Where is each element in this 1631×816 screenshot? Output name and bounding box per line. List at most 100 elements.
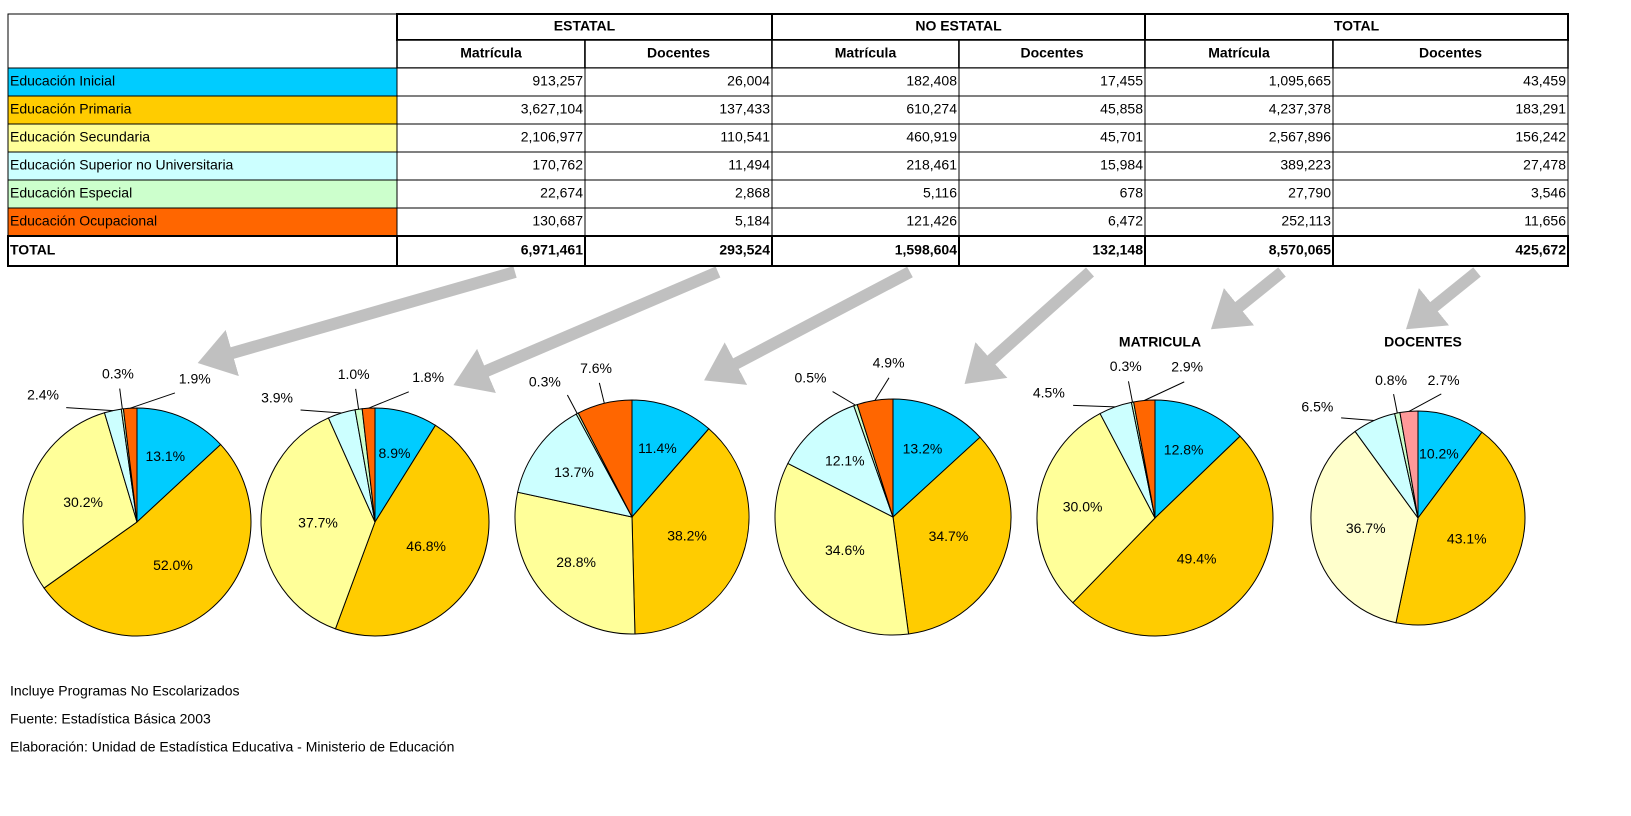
data-label: 4.5% <box>1033 385 1065 401</box>
cell <box>1332 123 1569 153</box>
cell-value: 293,524 <box>719 242 770 258</box>
note: Incluye Programas No Escolarizados <box>10 683 240 699</box>
column-header: Docentes <box>647 45 710 61</box>
cell <box>1332 235 1569 267</box>
data-label: 37.7% <box>298 515 338 531</box>
cell <box>771 95 960 125</box>
cell-value: 2,567,896 <box>1269 129 1331 145</box>
data-label: 34.6% <box>825 542 865 558</box>
leader-line <box>1341 417 1375 421</box>
pie-slice <box>517 413 633 518</box>
data-label: 0.3% <box>102 366 134 382</box>
group-header: TOTAL <box>1334 18 1380 34</box>
cell-value: 389,223 <box>1280 157 1331 173</box>
data-label: 12.1% <box>825 453 865 469</box>
cell-value: 130,687 <box>532 213 583 229</box>
cell-value: 110,541 <box>720 129 770 145</box>
cell <box>958 207 1146 237</box>
row-label: Educación Inicial <box>10 73 115 89</box>
data-label: 46.8% <box>406 538 446 554</box>
leader-line <box>1408 393 1442 412</box>
leader-line <box>300 409 342 414</box>
leader-line <box>119 388 123 410</box>
cell <box>7 179 398 209</box>
cell <box>1332 179 1569 209</box>
cell <box>1144 179 1334 209</box>
cell <box>1144 67 1334 97</box>
cell-value: 1,598,604 <box>895 242 957 258</box>
cell <box>771 235 960 267</box>
pie-slice <box>1399 410 1419 519</box>
pie-slice <box>631 399 710 519</box>
row-label: Educación Secundaria <box>10 129 150 145</box>
column-header: Matrícula <box>835 45 897 61</box>
data-label: 36.7% <box>1346 520 1386 536</box>
leader-line <box>874 377 890 401</box>
pie-slice <box>1310 430 1419 624</box>
cell-value: 132,148 <box>1092 242 1143 258</box>
arrow <box>453 266 721 393</box>
cell <box>396 67 586 97</box>
row-label: Educación Especial <box>10 185 132 201</box>
cell-value: 6,472 <box>1108 213 1143 229</box>
cell-value: 15,984 <box>1100 157 1143 173</box>
cell-value: 610,274 <box>906 101 957 117</box>
data-label: 1.8% <box>412 369 444 385</box>
cell-value: 22,674 <box>540 185 583 201</box>
pie-slice <box>774 462 910 636</box>
data-label: 13.2% <box>903 441 943 457</box>
data-label: 10.2% <box>1419 446 1459 462</box>
cell <box>584 151 773 181</box>
cell-value: 2,868 <box>735 185 770 201</box>
cell <box>396 95 586 125</box>
leader-line <box>832 391 856 406</box>
group-header: ESTATAL <box>554 18 616 34</box>
cell <box>771 123 960 153</box>
cell <box>771 39 960 69</box>
pie-slice <box>122 407 138 523</box>
note: Fuente: Estadística Básica 2003 <box>10 711 211 727</box>
pie-slice <box>892 436 1012 635</box>
data-label: 38.2% <box>667 528 707 544</box>
pie-slice <box>361 407 376 523</box>
data-label: 13.1% <box>145 448 185 464</box>
cell <box>1332 67 1569 97</box>
cell-value: 6,971,461 <box>521 242 583 258</box>
cell-value: 11,494 <box>728 157 770 173</box>
data-label: 34.7% <box>929 528 969 544</box>
pie-slice <box>1072 435 1274 637</box>
data-label: 43.1% <box>1447 531 1487 547</box>
pie-slice <box>892 398 981 519</box>
cell <box>7 151 398 181</box>
arrow <box>704 266 913 385</box>
cell-value: 5,116 <box>923 185 957 201</box>
column-header: Matrícula <box>460 45 522 61</box>
cell <box>1332 95 1569 125</box>
cell <box>584 67 773 97</box>
column-header: Docentes <box>1419 45 1482 61</box>
leader-line <box>1073 404 1116 408</box>
cell-value: 11,656 <box>1524 213 1566 229</box>
pie-title: MATRICULA <box>1119 334 1201 350</box>
leader-line <box>1393 394 1398 414</box>
data-label: 28.8% <box>556 554 596 570</box>
cell <box>958 39 1146 69</box>
leader-line <box>566 394 578 414</box>
cell <box>396 39 586 69</box>
data-label: 2.9% <box>1171 359 1203 375</box>
cell-value: 45,858 <box>1100 101 1143 117</box>
cell <box>958 235 1146 267</box>
column-header: Docentes <box>1020 45 1083 61</box>
leader-line <box>368 391 409 409</box>
data-label: 4.9% <box>873 354 905 370</box>
data-label: 12.8% <box>1164 441 1204 457</box>
cell-value: 182,408 <box>906 73 957 89</box>
data-label: 13.7% <box>554 464 594 480</box>
data-label: 2.7% <box>1428 372 1460 388</box>
cell-value: 8,570,065 <box>1269 242 1331 258</box>
cell <box>958 67 1146 97</box>
cell-value: 183,291 <box>1515 101 1566 117</box>
cell <box>584 235 773 267</box>
cell <box>771 179 960 209</box>
cell-value: 913,257 <box>532 73 583 89</box>
